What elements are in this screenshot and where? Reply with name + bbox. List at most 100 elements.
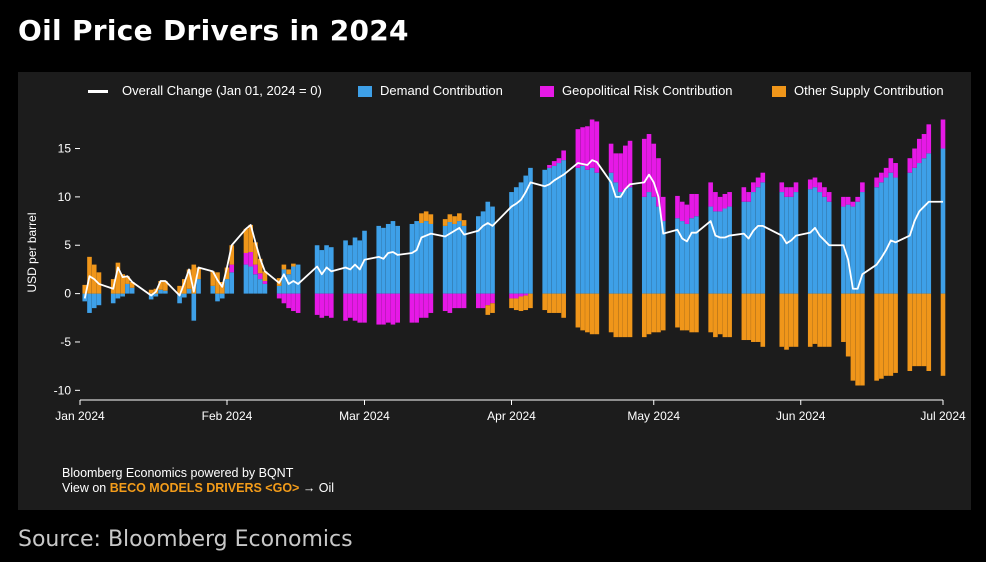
bar-geo-2024-03-05 (381, 293, 386, 325)
y-tick-label-10: 10 (58, 190, 72, 204)
bar-supply-2024-01-11 (125, 276, 130, 284)
bar-supply-2024-01-16 (148, 289, 154, 294)
bar-demand-2024-02-07 (253, 274, 258, 294)
bar-supply-2024-05-10 (694, 293, 699, 333)
x-tick-label-2: Mar 2024 (339, 409, 390, 423)
bar-demand-2024-01-25 (191, 293, 197, 321)
bar-geo-2024-03-01 (362, 293, 367, 323)
bar-demand-2024-06-18 (879, 182, 884, 294)
credit-suffix: → Oil (299, 481, 335, 495)
bar-geo-2024-05-21 (746, 192, 751, 202)
bar-supply-2024-03-22 (461, 220, 467, 226)
bar-supply-2024-05-23 (755, 293, 761, 342)
bar-supply-2024-06-19 (883, 293, 889, 376)
bar-supply-2024-03-27 (485, 305, 491, 315)
legend-label-overall: Overall Change (Jan 01, 2024 = 0) (122, 83, 322, 98)
bar-supply-2024-04-22 (608, 293, 614, 333)
bar-geo-2024-02-06 (248, 252, 253, 267)
y-axis-label-group: USD per barrel (25, 212, 39, 292)
bar-geo-2024-03-04 (376, 293, 382, 325)
bar-demand-2024-01-17 (153, 293, 159, 297)
bar-demand-2024-06-07 (826, 201, 832, 294)
bar-demand-2024-04-04 (523, 175, 529, 294)
bar-geo-2024-06-27 (921, 134, 927, 159)
bar-geo-2024-04-04 (523, 293, 529, 296)
bar-geo-2024-02-27 (347, 293, 353, 318)
bar-geo-2024-02-20 (314, 293, 320, 315)
bar-demand-2024-02-06 (248, 266, 253, 294)
bar-geo-2024-06-05 (817, 182, 823, 193)
bar-supply-2024-06-17 (874, 293, 879, 381)
bar-geo-2024-04-30 (646, 134, 652, 193)
bar-demand-2024-06-19 (883, 177, 889, 294)
bar-supply-2024-05-08 (684, 293, 690, 331)
bar-supply-2024-04-03 (518, 296, 524, 312)
bar-supply-2024-07-01 (940, 293, 946, 376)
bar-geo-2024-05-24 (760, 172, 766, 183)
credit-line-2: View on BECO MODELS DRIVERS <GO> → Oil (62, 481, 334, 496)
bar-supply-2024-01-18 (158, 281, 163, 290)
bar-demand-2024-04-19 (594, 172, 600, 294)
bar-supply-2024-06-10 (841, 293, 846, 342)
bar-supply-2024-04-29 (641, 293, 647, 338)
bar-supply-2024-03-14 (423, 211, 429, 222)
bar-demand-2024-04-09 (547, 167, 552, 294)
bar-geo-2024-03-27 (485, 293, 491, 306)
bar-demand-2024-03-12 (414, 221, 419, 294)
bar-demand-2024-04-12 (561, 160, 566, 294)
bar-demand-2024-06-28 (926, 153, 932, 294)
bar-geo-2024-05-15 (717, 196, 723, 212)
bar-supply-2024-05-16 (722, 293, 728, 338)
bar-supply-2024-05-01 (651, 293, 657, 333)
bar-demand-2024-01-29 (210, 285, 216, 294)
bar-supply-2024-02-06 (248, 224, 253, 253)
bar-geo-2024-03-22 (461, 293, 467, 309)
bar-supply-2024-04-11 (556, 293, 562, 313)
bar-demand-2024-04-26 (627, 187, 633, 294)
bar-supply-2024-05-20 (741, 293, 747, 341)
bar-demand-2024-03-06 (385, 223, 391, 294)
bar-geo-2024-02-29 (357, 293, 363, 323)
bar-geo-2024-03-25 (476, 293, 481, 309)
bar-demand-2024-05-07 (679, 221, 685, 294)
bar-demand-2024-06-14 (860, 192, 865, 294)
bar-geo-2024-03-07 (390, 293, 396, 325)
bar-demand-2024-01-23 (182, 293, 187, 298)
bar-demand-2024-03-19 (447, 222, 453, 294)
bar-demand-2024-06-17 (874, 187, 879, 294)
bar-geo-2024-02-14 (286, 293, 291, 309)
bar-demand-2024-04-29 (641, 196, 647, 294)
bar-supply-2024-02-01 (224, 267, 230, 280)
bar-supply-2024-02-09 (262, 271, 268, 282)
bar-demand-2024-06-26 (916, 163, 922, 294)
bar-demand-2024-01-12 (129, 287, 135, 294)
bar-demand-2024-05-13 (708, 206, 713, 294)
bar-demand-2024-01-05 (96, 293, 102, 306)
bar-geo-2024-05-13 (708, 182, 713, 207)
bar-supply-2024-04-18 (589, 293, 595, 335)
bar-geo-2024-02-22 (324, 293, 329, 316)
bar-geo-2024-04-12 (561, 150, 566, 161)
bar-geo-2024-06-17 (874, 177, 879, 188)
credit-command-link[interactable]: BECO MODELS DRIVERS <GO> (109, 481, 300, 495)
bar-demand-2024-03-08 (395, 225, 400, 294)
bar-geo-2024-05-20 (741, 187, 747, 202)
bar-geo-2024-04-16 (580, 127, 585, 166)
bar-supply-2024-06-13 (855, 293, 860, 386)
bar-supply-2024-03-28 (490, 303, 495, 313)
bar-supply-2024-05-31 (793, 293, 799, 347)
bar-geo-2024-05-03 (660, 196, 666, 222)
bar-supply-2024-06-28 (926, 293, 932, 371)
bar-supply-2024-06-18 (879, 293, 884, 379)
legend-label-geopolitical: Geopolitical Risk Contribution (562, 83, 733, 98)
y-axis-label: USD per barrel (25, 212, 39, 292)
bar-geo-2024-02-09 (262, 281, 268, 284)
bar-geo-2024-05-17 (727, 192, 732, 207)
bar-geo-2024-05-31 (793, 182, 799, 193)
bar-supply-2024-05-13 (708, 293, 713, 333)
bar-geo-2024-03-11 (409, 293, 415, 323)
bar-supply-2024-01-25 (191, 264, 197, 294)
bar-demand-2024-06-04 (812, 187, 818, 294)
bar-demand-2024-04-11 (556, 163, 562, 294)
